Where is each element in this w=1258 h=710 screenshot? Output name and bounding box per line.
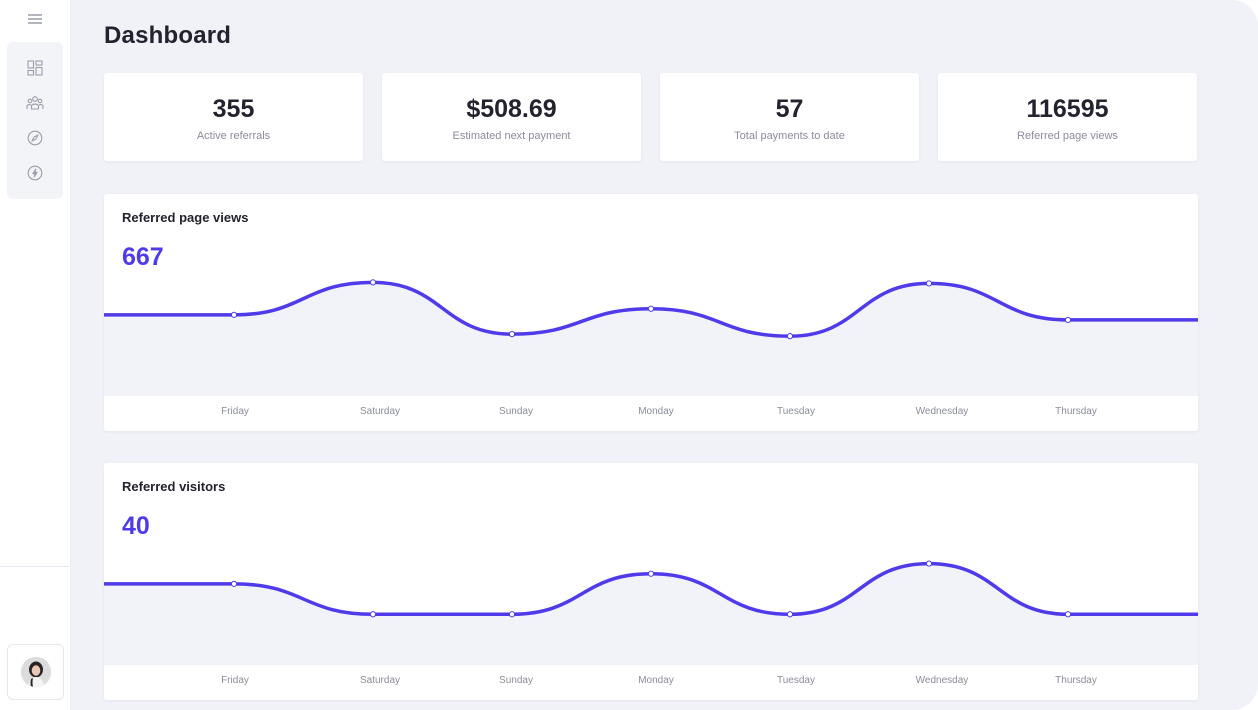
x-tick-label: Saturday bbox=[360, 406, 400, 417]
sidebar bbox=[0, 0, 71, 710]
chart-data-point[interactable] bbox=[230, 580, 238, 587]
stat-label: Estimated next payment bbox=[452, 130, 571, 142]
x-tick-label: Friday bbox=[221, 675, 249, 686]
hamburger-icon[interactable] bbox=[22, 8, 48, 30]
chart-card-page-views: Friday Saturday Sunday Monday Tuesday Wednesd… bbox=[104, 194, 1198, 431]
chart-card-visitors: Friday Saturday Sunday Monday Tuesday Wednesd… bbox=[104, 463, 1198, 700]
x-tick-label: Sunday bbox=[499, 675, 533, 686]
x-tick-label: Tuesday bbox=[777, 675, 815, 686]
x-tick-label: Wednesday bbox=[916, 675, 969, 686]
chart-headline-value: 40 bbox=[122, 512, 150, 540]
x-tick-label: Saturday bbox=[360, 675, 400, 686]
chart-data-point[interactable] bbox=[369, 279, 377, 286]
x-tick-label: Friday bbox=[221, 406, 249, 417]
chart-data-point[interactable] bbox=[647, 570, 655, 577]
chart-area-fill bbox=[104, 563, 1198, 665]
stat-value: 355 bbox=[212, 95, 255, 123]
stat-value: 116595 bbox=[1026, 95, 1109, 123]
chart-data-point[interactable] bbox=[925, 560, 933, 567]
page-title: Dashboard bbox=[104, 22, 232, 49]
chart-title: Referred visitors bbox=[122, 479, 226, 494]
chart-title: Referred page views bbox=[122, 210, 249, 225]
x-tick-label: Wednesday bbox=[916, 406, 969, 417]
stat-label: Total payments to date bbox=[734, 130, 845, 142]
line-chart: Friday Saturday Sunday Monday Tuesday Wednesd… bbox=[104, 279, 1198, 431]
sidebar-nav bbox=[7, 42, 63, 199]
stat-value: $508.69 bbox=[466, 95, 557, 123]
x-tick-label: Sunday bbox=[499, 406, 533, 417]
sidebar-item-explore[interactable] bbox=[24, 127, 46, 149]
line-chart: Friday Saturday Sunday Monday Tuesday Wednesd… bbox=[104, 560, 1198, 700]
group-icon bbox=[26, 96, 44, 110]
sidebar-item-payments[interactable] bbox=[24, 162, 46, 184]
chart-data-point[interactable] bbox=[369, 611, 377, 618]
sidebar-item-dashboard[interactable] bbox=[24, 57, 46, 79]
stat-card-active-referrals: 355 Active referrals bbox=[104, 73, 363, 161]
sidebar-item-referrals[interactable] bbox=[24, 92, 46, 114]
x-tick-label: Monday bbox=[638, 406, 674, 417]
x-tick-label: Monday bbox=[638, 675, 674, 686]
x-tick-label: Tuesday bbox=[777, 406, 815, 417]
chart-data-point[interactable] bbox=[230, 311, 238, 318]
chart-data-point[interactable] bbox=[1064, 611, 1072, 618]
x-tick-label: Thursday bbox=[1055, 406, 1097, 417]
stat-value: 57 bbox=[775, 95, 804, 123]
stat-card-next-payment: $508.69 Estimated next payment bbox=[382, 73, 641, 161]
chart-data-point[interactable] bbox=[786, 333, 794, 340]
chart-axis-band bbox=[104, 665, 1198, 700]
user-avatar bbox=[20, 657, 51, 687]
chart-data-point[interactable] bbox=[786, 611, 794, 618]
user-profile-button[interactable] bbox=[7, 644, 64, 700]
chart-data-point[interactable] bbox=[925, 280, 933, 287]
chart-data-point[interactable] bbox=[508, 611, 516, 618]
chart-data-point[interactable] bbox=[647, 305, 655, 312]
lightning-icon bbox=[27, 165, 43, 181]
chart-headline-value: 667 bbox=[122, 243, 164, 271]
stat-card-page-views: 116595 Referred page views bbox=[938, 73, 1197, 161]
stat-label: Active referrals bbox=[196, 130, 271, 142]
compass-icon bbox=[27, 130, 43, 146]
chart-axis-band bbox=[104, 396, 1198, 431]
stat-card-total-payments: 57 Total payments to date bbox=[660, 73, 919, 161]
sidebar-divider bbox=[0, 566, 70, 567]
chart-data-point[interactable] bbox=[1064, 316, 1072, 324]
chart-area-fill bbox=[104, 282, 1198, 396]
x-tick-label: Thursday bbox=[1055, 675, 1097, 686]
chart-data-point[interactable] bbox=[508, 331, 516, 338]
stat-label: Referred page views bbox=[1017, 130, 1118, 142]
dashboard-grid-icon bbox=[27, 60, 43, 76]
